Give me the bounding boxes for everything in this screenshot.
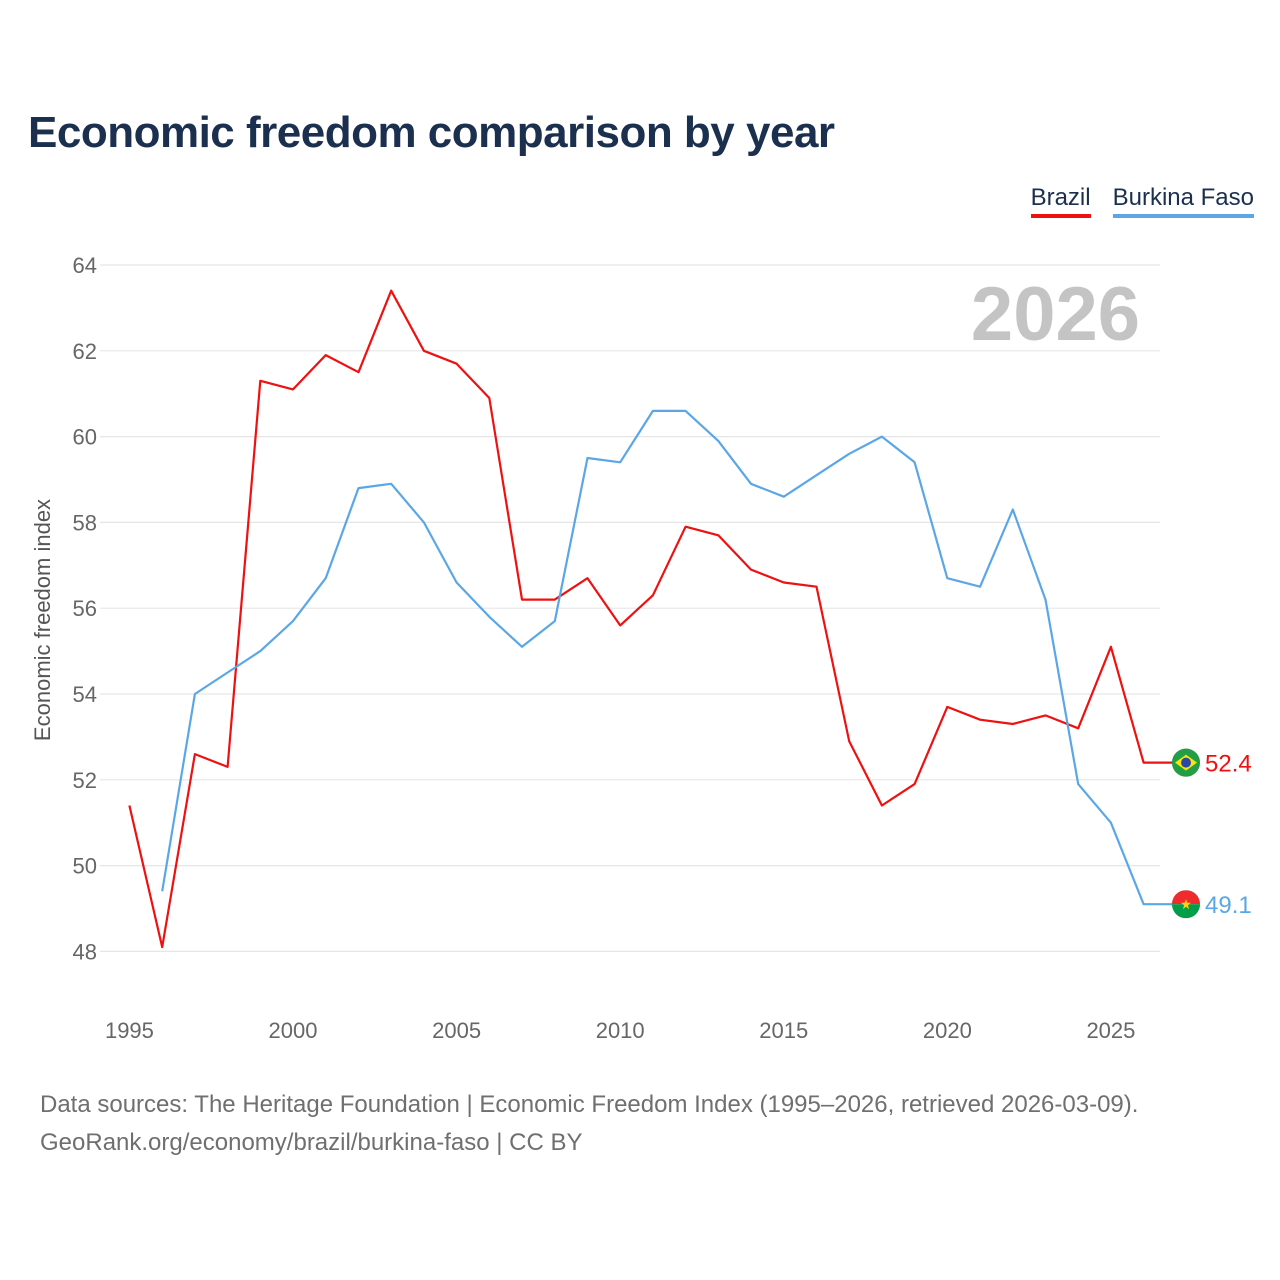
y-axis-label: Economic freedom index	[30, 499, 55, 741]
footer: Data sources: The Heritage Foundation | …	[40, 1086, 1138, 1162]
series-line-burkina-faso	[161, 409, 1172, 906]
legend-item-brazil[interactable]: Brazil	[1030, 184, 1091, 218]
end-value-label: 52.4	[1205, 751, 1252, 778]
x-tick-label: 2020	[923, 1018, 972, 1043]
x-tick-label: 1995	[105, 1018, 154, 1043]
series-line-brazil	[128, 289, 1172, 949]
y-tick-label: 58	[73, 510, 97, 535]
year-watermark: 2026	[971, 272, 1140, 357]
y-tick-label: 64	[73, 253, 97, 278]
y-axis-ticks: 48 50 52 54 56 58 60 62 64	[73, 253, 97, 964]
x-axis-ticks: 1995 2000 2005 2010 2015 2020 2025	[105, 1018, 1135, 1043]
y-tick-label: 48	[73, 939, 97, 964]
series-end-markers: 52.4 49.1	[1171, 748, 1252, 919]
y-tick-label: 52	[73, 768, 97, 793]
legend-item-burkina-faso[interactable]: Burkina Faso	[1112, 184, 1254, 218]
x-tick-label: 2025	[1086, 1018, 1135, 1043]
brazil-flag-icon	[1171, 748, 1201, 778]
x-tick-label: 2005	[432, 1018, 481, 1043]
footer-url: GeoRank.org/economy/brazil/burkina-faso …	[40, 1129, 583, 1156]
grid-lines	[100, 264, 1160, 952]
y-tick-label: 54	[73, 682, 97, 707]
burkina-faso-flag-icon	[1171, 889, 1201, 919]
x-tick-label: 2000	[269, 1018, 318, 1043]
legend: Brazil Burkina Faso	[1030, 184, 1254, 218]
series-lines	[128, 289, 1172, 949]
y-tick-label: 60	[73, 425, 97, 450]
end-value-label: 49.1	[1205, 892, 1252, 919]
x-tick-label: 2010	[596, 1018, 645, 1043]
y-tick-label: 50	[73, 854, 97, 879]
x-tick-label: 2015	[759, 1018, 808, 1043]
y-tick-label: 56	[73, 596, 97, 621]
chart-title: Economic freedom comparison by year	[28, 108, 835, 157]
y-tick-label: 62	[73, 339, 97, 364]
footer-source: Data sources: The Heritage Foundation | …	[40, 1091, 1139, 1118]
